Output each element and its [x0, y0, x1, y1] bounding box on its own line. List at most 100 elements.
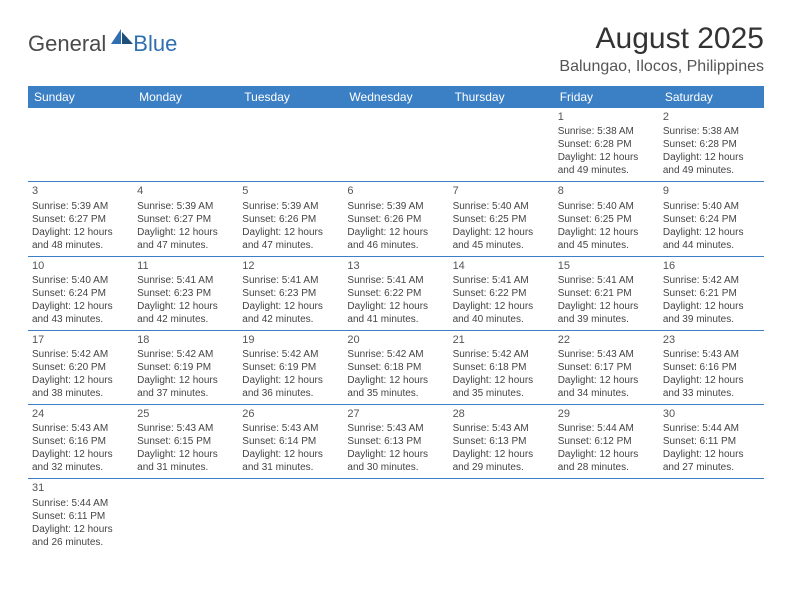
day-number: 7	[453, 184, 550, 198]
daylight-text: and 34 minutes.	[558, 387, 655, 400]
day-number: 11	[137, 259, 234, 273]
sunset-text: Sunset: 6:15 PM	[137, 435, 234, 448]
daylight-text: Daylight: 12 hours	[663, 374, 760, 387]
sunset-text: Sunset: 6:16 PM	[32, 435, 129, 448]
sunrise-text: Sunrise: 5:40 AM	[663, 200, 760, 213]
sunrise-text: Sunrise: 5:40 AM	[453, 200, 550, 213]
daylight-text: and 41 minutes.	[347, 313, 444, 326]
daylight-text: Daylight: 12 hours	[347, 300, 444, 313]
calendar-cell: 6Sunrise: 5:39 AMSunset: 6:26 PMDaylight…	[343, 182, 448, 256]
sunrise-text: Sunrise: 5:42 AM	[137, 348, 234, 361]
daylight-text: and 33 minutes.	[663, 387, 760, 400]
daylight-text: Daylight: 12 hours	[32, 374, 129, 387]
sunset-text: Sunset: 6:28 PM	[558, 138, 655, 151]
sunrise-text: Sunrise: 5:44 AM	[663, 422, 760, 435]
daylight-text: and 45 minutes.	[453, 239, 550, 252]
sunrise-text: Sunrise: 5:43 AM	[558, 348, 655, 361]
sunset-text: Sunset: 6:22 PM	[453, 287, 550, 300]
daylight-text: and 35 minutes.	[347, 387, 444, 400]
day-number: 21	[453, 333, 550, 347]
daylight-text: and 30 minutes.	[347, 461, 444, 474]
calendar-row: 17Sunrise: 5:42 AMSunset: 6:20 PMDayligh…	[28, 330, 764, 404]
daylight-text: and 42 minutes.	[137, 313, 234, 326]
daylight-text: and 29 minutes.	[453, 461, 550, 474]
logo: General Blue	[28, 22, 177, 59]
calendar-cell: 25Sunrise: 5:43 AMSunset: 6:15 PMDayligh…	[133, 405, 238, 479]
daylight-text: and 36 minutes.	[242, 387, 339, 400]
daylight-text: Daylight: 12 hours	[453, 300, 550, 313]
daylight-text: and 48 minutes.	[32, 239, 129, 252]
day-number: 26	[242, 407, 339, 421]
day-number: 22	[558, 333, 655, 347]
sunrise-text: Sunrise: 5:44 AM	[558, 422, 655, 435]
day-number: 20	[347, 333, 444, 347]
day-number: 14	[453, 259, 550, 273]
calendar-cell	[133, 108, 238, 182]
weekday-header: Thursday	[449, 86, 554, 108]
sunrise-text: Sunrise: 5:40 AM	[558, 200, 655, 213]
calendar-cell	[238, 108, 343, 182]
day-number: 31	[32, 481, 129, 495]
day-number: 29	[558, 407, 655, 421]
calendar-cell: 28Sunrise: 5:43 AMSunset: 6:13 PMDayligh…	[449, 405, 554, 479]
day-number: 27	[347, 407, 444, 421]
daylight-text: and 28 minutes.	[558, 461, 655, 474]
daylight-text: Daylight: 12 hours	[558, 226, 655, 239]
sunrise-text: Sunrise: 5:40 AM	[32, 274, 129, 287]
sunrise-text: Sunrise: 5:41 AM	[558, 274, 655, 287]
daylight-text: Daylight: 12 hours	[32, 226, 129, 239]
weekday-header: Friday	[554, 86, 659, 108]
sunset-text: Sunset: 6:18 PM	[453, 361, 550, 374]
calendar-cell: 8Sunrise: 5:40 AMSunset: 6:25 PMDaylight…	[554, 182, 659, 256]
calendar-cell: 29Sunrise: 5:44 AMSunset: 6:12 PMDayligh…	[554, 405, 659, 479]
calendar-cell: 5Sunrise: 5:39 AMSunset: 6:26 PMDaylight…	[238, 182, 343, 256]
sunrise-text: Sunrise: 5:41 AM	[347, 274, 444, 287]
calendar-cell	[343, 479, 448, 553]
daylight-text: and 43 minutes.	[32, 313, 129, 326]
daylight-text: and 32 minutes.	[32, 461, 129, 474]
logo-text-general: General	[28, 31, 106, 57]
sunrise-text: Sunrise: 5:43 AM	[137, 422, 234, 435]
day-number: 15	[558, 259, 655, 273]
sunset-text: Sunset: 6:26 PM	[347, 213, 444, 226]
day-number: 30	[663, 407, 760, 421]
weekday-header: Saturday	[659, 86, 764, 108]
sunset-text: Sunset: 6:24 PM	[32, 287, 129, 300]
sunrise-text: Sunrise: 5:41 AM	[242, 274, 339, 287]
sunset-text: Sunset: 6:28 PM	[663, 138, 760, 151]
daylight-text: and 39 minutes.	[663, 313, 760, 326]
calendar-cell: 20Sunrise: 5:42 AMSunset: 6:18 PMDayligh…	[343, 330, 448, 404]
calendar-cell: 12Sunrise: 5:41 AMSunset: 6:23 PMDayligh…	[238, 256, 343, 330]
day-number: 2	[663, 110, 760, 124]
calendar-cell: 9Sunrise: 5:40 AMSunset: 6:24 PMDaylight…	[659, 182, 764, 256]
calendar-cell: 23Sunrise: 5:43 AMSunset: 6:16 PMDayligh…	[659, 330, 764, 404]
daylight-text: and 35 minutes.	[453, 387, 550, 400]
day-number: 28	[453, 407, 550, 421]
calendar-body: 1Sunrise: 5:38 AMSunset: 6:28 PMDaylight…	[28, 108, 764, 553]
sunset-text: Sunset: 6:19 PM	[242, 361, 339, 374]
weekday-header: Monday	[133, 86, 238, 108]
calendar-cell	[28, 108, 133, 182]
title-block: August 2025 Balungao, Ilocos, Philippine…	[559, 22, 764, 76]
day-number: 1	[558, 110, 655, 124]
day-number: 5	[242, 184, 339, 198]
sunrise-text: Sunrise: 5:39 AM	[242, 200, 339, 213]
calendar-row: 1Sunrise: 5:38 AMSunset: 6:28 PMDaylight…	[28, 108, 764, 182]
sunrise-text: Sunrise: 5:43 AM	[663, 348, 760, 361]
sunset-text: Sunset: 6:18 PM	[347, 361, 444, 374]
sunset-text: Sunset: 6:22 PM	[347, 287, 444, 300]
daylight-text: Daylight: 12 hours	[663, 226, 760, 239]
calendar-cell: 13Sunrise: 5:41 AMSunset: 6:22 PMDayligh…	[343, 256, 448, 330]
sunset-text: Sunset: 6:27 PM	[32, 213, 129, 226]
daylight-text: Daylight: 12 hours	[558, 374, 655, 387]
sail-icon	[111, 28, 133, 51]
calendar-cell	[133, 479, 238, 553]
calendar-cell: 31Sunrise: 5:44 AMSunset: 6:11 PMDayligh…	[28, 479, 133, 553]
daylight-text: and 42 minutes.	[242, 313, 339, 326]
sunset-text: Sunset: 6:25 PM	[453, 213, 550, 226]
calendar-cell: 11Sunrise: 5:41 AMSunset: 6:23 PMDayligh…	[133, 256, 238, 330]
logo-text-blue: Blue	[133, 31, 177, 57]
sunrise-text: Sunrise: 5:39 AM	[347, 200, 444, 213]
sunset-text: Sunset: 6:13 PM	[453, 435, 550, 448]
sunrise-text: Sunrise: 5:42 AM	[453, 348, 550, 361]
